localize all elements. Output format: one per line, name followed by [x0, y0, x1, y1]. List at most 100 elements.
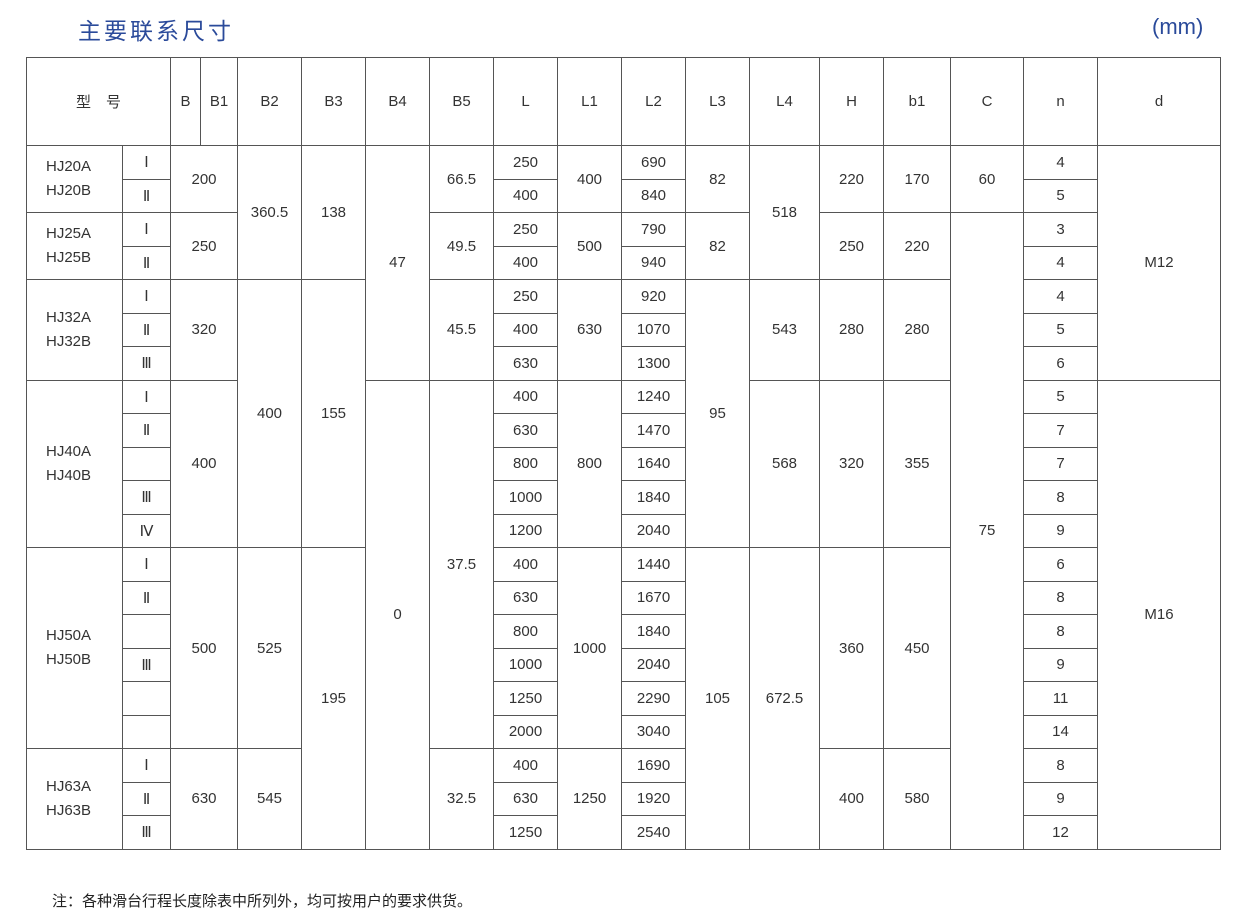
B2-cell: 545 [237, 748, 303, 850]
b1-cell: 580 [883, 748, 952, 850]
table-row: Ⅲ 1000 1840 8 [27, 480, 1221, 515]
B2-cell: 360.5 [237, 145, 303, 280]
n-cell: 9 [1023, 781, 1099, 816]
B4-cell: 47 [365, 145, 431, 381]
L-cell: 630 [493, 413, 559, 448]
B-cell: 630 [170, 748, 239, 850]
L3-cell: 82 [685, 212, 751, 280]
L-cell: 630 [493, 781, 559, 816]
variant-cell: Ⅰ [121, 379, 172, 414]
L-cell: 400 [493, 547, 559, 582]
C-cell: 75 [950, 212, 1025, 850]
variant-cell: Ⅰ [121, 212, 172, 247]
model-b: HJ32B [46, 332, 92, 350]
L-cell: 1000 [493, 647, 559, 682]
n-cell: 7 [1023, 413, 1099, 448]
B3-cell: 155 [301, 279, 367, 548]
n-cell: 9 [1023, 513, 1099, 548]
model-cell: HJ50A HJ50B [26, 547, 123, 749]
variant-cell: Ⅰ [121, 279, 172, 314]
L2-cell: 2040 [621, 513, 687, 548]
L-cell: 630 [493, 346, 559, 381]
B5-cell: 45.5 [429, 279, 495, 381]
model-b: HJ25B [46, 249, 92, 266]
unit-label: (mm) [1152, 14, 1204, 39]
table-row: 1250 2290 11 [27, 681, 1221, 716]
variant-cell: Ⅱ [121, 178, 172, 213]
H-cell: 320 [819, 379, 885, 548]
B-cell: 250 [170, 212, 239, 280]
L2-cell: 1670 [621, 580, 687, 615]
header-L4: L4 [749, 57, 821, 146]
B5-cell: 37.5 [429, 379, 495, 749]
table-row: HJ25A HJ25B Ⅰ 250 49.5 250 500 790 82 250… [26, 212, 1221, 850]
B3-cell: 195 [301, 547, 367, 850]
L2-cell: 2540 [621, 815, 687, 850]
header-B2: B2 [237, 57, 303, 146]
B2-cell: 400 [237, 279, 303, 548]
n-cell: 9 [1023, 647, 1099, 682]
dimensions-table: 型 号 B B1 B2 B3 B4 B5 L L1 L2 L3 L4 H b1 … [25, 57, 1222, 850]
model-b: HJ50B [46, 651, 92, 668]
b1-cell: 450 [883, 547, 952, 749]
L-cell: 630 [493, 580, 559, 615]
variant-cell [121, 446, 172, 481]
L-cell: 250 [493, 212, 559, 247]
H-cell: 360 [819, 547, 885, 749]
variant-cell: Ⅳ [121, 513, 172, 548]
variant-cell: Ⅱ [121, 413, 172, 448]
variant-cell: Ⅱ [121, 781, 172, 816]
B-cell: 500 [170, 547, 239, 749]
L1-cell: 800 [557, 379, 623, 548]
header-B3: B3 [301, 57, 367, 146]
L2-cell: 920 [621, 279, 687, 314]
variant-cell: Ⅲ [121, 480, 172, 515]
variant-cell: Ⅱ [121, 580, 172, 615]
b1-cell: 280 [883, 279, 952, 381]
n-cell: 4 [1023, 245, 1099, 280]
L3-cell: 95 [685, 279, 751, 548]
header-B: B [170, 57, 202, 146]
L2-cell: 1300 [621, 346, 687, 381]
header-L2: L2 [621, 57, 687, 146]
n-cell: 14 [1023, 714, 1099, 749]
L2-cell: 790 [621, 212, 687, 247]
footnote: 注：各种滑台行程长度除表中所列外，均可按用户的要求供货。 [52, 892, 473, 910]
n-cell: 6 [1023, 346, 1099, 381]
L2-cell: 1920 [621, 781, 687, 816]
B2-cell: 525 [237, 547, 303, 749]
d-cell: M12 [1097, 145, 1222, 381]
L-cell: 400 [493, 379, 559, 414]
header-L: L [493, 57, 559, 146]
table-row: HJ32A HJ32B Ⅰ 320 400 155 45.5 250 630 92… [26, 279, 1221, 548]
L2-cell: 1070 [621, 312, 687, 347]
L2-cell: 2290 [621, 681, 687, 716]
L2-cell: 690 [621, 145, 687, 180]
B3-cell: 138 [301, 145, 367, 280]
header-B1: B1 [200, 57, 239, 146]
table-row: HJ50A HJ50B Ⅰ 500 525 195 400 1000 1440 1… [26, 547, 1221, 850]
B5-cell: 49.5 [429, 212, 495, 280]
L2-cell: 1840 [621, 480, 687, 515]
n-cell: 11 [1023, 681, 1099, 716]
header-L1: L1 [557, 57, 623, 146]
header-d: d [1097, 57, 1222, 146]
header-L3: L3 [685, 57, 751, 146]
model-b: HJ63B [46, 801, 92, 819]
variant-cell [121, 614, 172, 649]
L2-cell: 3040 [621, 714, 687, 749]
b1-cell: 170 [883, 145, 952, 213]
B5-cell: 66.5 [429, 145, 495, 213]
table-row: 800 1640 7 [27, 446, 1221, 481]
n-cell: 6 [1023, 547, 1099, 582]
L1-cell: 1250 [557, 748, 623, 850]
table-row: Ⅲ 1250 2540 12 [27, 815, 1221, 850]
L3-cell: 82 [685, 145, 751, 213]
L4-cell: 543 [749, 279, 821, 381]
b1-cell: 355 [883, 379, 952, 548]
header-B4: B4 [365, 57, 431, 146]
model-a: HJ20A [46, 158, 92, 175]
L3-cell: 105 [685, 547, 751, 850]
L-cell: 400 [493, 245, 559, 280]
model-cell: HJ63A HJ63B [26, 748, 123, 850]
